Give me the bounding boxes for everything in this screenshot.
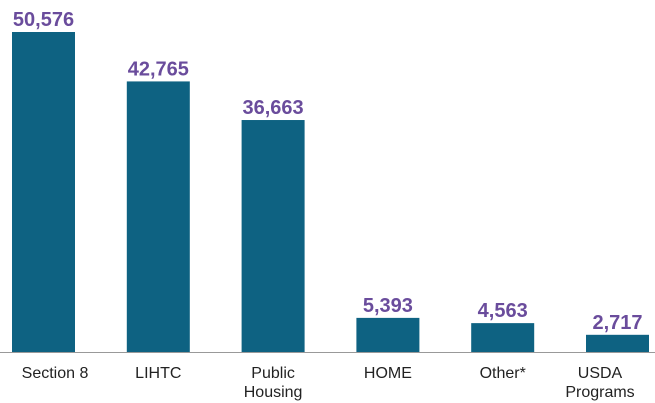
value-label: 4,563 [478, 300, 528, 322]
bar [241, 120, 305, 352]
x-tick-label: USDA Programs [565, 365, 635, 401]
bar [586, 334, 649, 352]
x-tick-label: Section 8 [21, 365, 89, 382]
value-label: 5,393 [363, 295, 413, 317]
bar [356, 317, 420, 352]
x-tick-label: Other* [479, 365, 526, 382]
x-tick-label: LIHTC [135, 365, 182, 382]
value-label: 50,576 [13, 9, 74, 31]
bar [471, 323, 535, 352]
x-tick-label: HOME [363, 365, 412, 382]
value-label: 36,663 [243, 97, 304, 119]
x-tick-label: Public Housing [243, 365, 303, 401]
value-label: 2,717 [592, 312, 642, 334]
bar [12, 32, 75, 352]
value-label: 42,765 [128, 58, 189, 80]
bar [126, 81, 190, 352]
